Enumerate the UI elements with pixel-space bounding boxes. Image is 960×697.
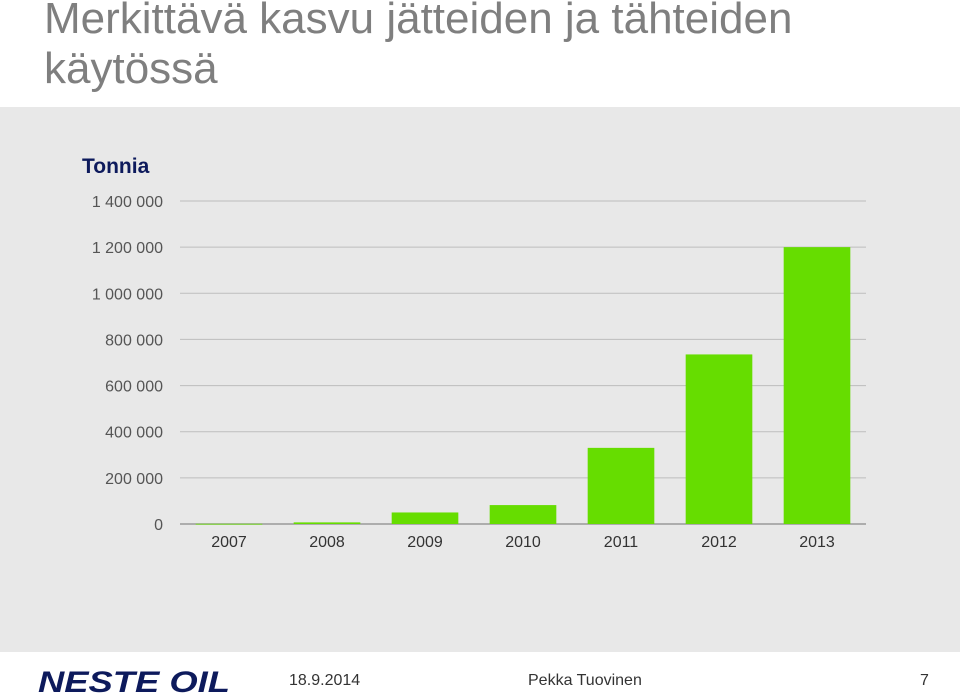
y-tick-label: 1 200 000 xyxy=(92,240,163,257)
y-tick-label: 400 000 xyxy=(105,425,163,442)
bar-chart: Tonnia 0 200 000 400 000 600 000 800 000 1 00… xyxy=(82,155,866,551)
bar-2012 xyxy=(685,354,753,524)
neste-oil-logo: NESTE OIL xyxy=(38,666,230,696)
bar-2013 xyxy=(783,247,851,524)
footer: NESTE OIL 18.9.2014 Pekka Tuovinen 7 xyxy=(0,652,960,697)
slide-title: Merkittävä kasvu jätteiden ja tähteiden … xyxy=(44,0,944,94)
bars xyxy=(195,247,851,525)
y-axis-label: Tonnia xyxy=(82,155,150,178)
x-tick-label: 2009 xyxy=(407,534,443,551)
y-tick-label: 1 400 000 xyxy=(92,194,163,211)
bar-2010 xyxy=(489,505,557,524)
x-tick-label: 2008 xyxy=(309,534,345,551)
x-tick-label: 2011 xyxy=(604,534,639,551)
bar-2009 xyxy=(391,512,459,524)
footer-author: Pekka Tuovinen xyxy=(528,672,642,689)
y-tick-label: 600 000 xyxy=(105,379,163,396)
bar-2007 xyxy=(195,523,263,525)
page-number: 7 xyxy=(920,672,929,689)
footer-date: 18.9.2014 xyxy=(289,672,361,689)
x-tick-label: 2007 xyxy=(211,534,247,551)
x-tick-labels: 2007 2008 2009 2010 2011 2012 2013 xyxy=(211,534,835,551)
slide-title-line-2: käytössä xyxy=(44,44,218,93)
gridlines xyxy=(180,200,866,525)
bar-2008 xyxy=(293,522,361,524)
y-tick-label: 1 000 000 xyxy=(92,286,163,303)
chart-panel: Tonnia 0 200 000 400 000 600 000 800 000 1 00… xyxy=(0,107,960,652)
x-tick-label: 2012 xyxy=(701,534,737,551)
y-tick-labels: 0 200 000 400 000 600 000 800 000 1 000 000 1 … xyxy=(92,194,163,534)
logo-wordmark: NESTE OIL xyxy=(38,666,230,696)
y-tick-label: 0 xyxy=(154,517,163,534)
x-tick-label: 2010 xyxy=(505,534,541,551)
slide-title-line-1: Merkittävä kasvu jätteiden ja tähteiden xyxy=(44,0,793,43)
bar-2011 xyxy=(587,447,655,524)
y-tick-label: 800 000 xyxy=(105,332,163,349)
y-tick-label: 200 000 xyxy=(105,471,163,488)
x-tick-label: 2013 xyxy=(799,534,835,551)
